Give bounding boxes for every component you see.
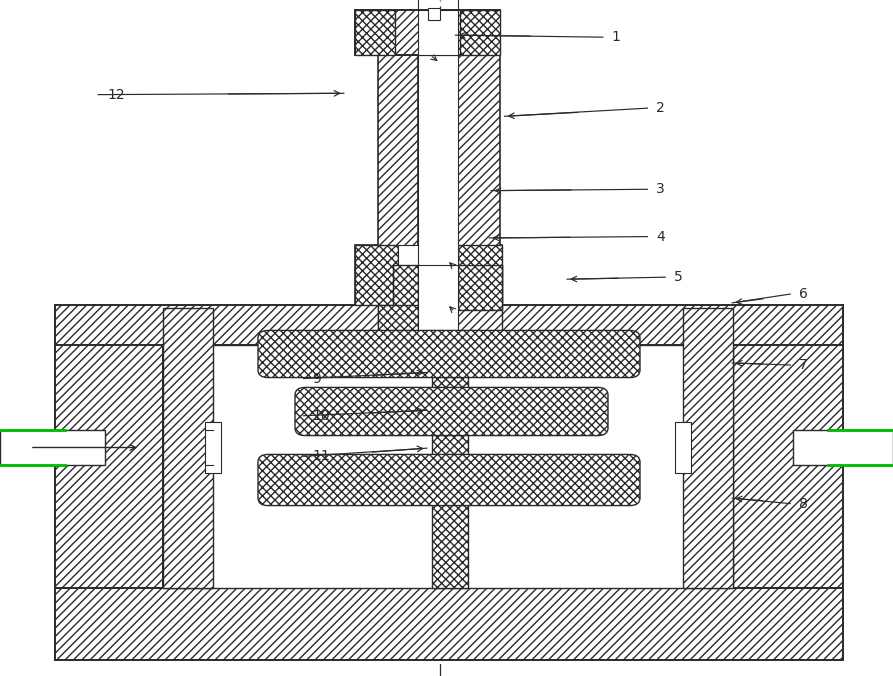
Bar — [163, 345, 733, 588]
Text: 7: 7 — [799, 358, 808, 372]
Bar — [733, 308, 843, 588]
Text: 12: 12 — [107, 88, 125, 101]
Bar — [378, 55, 418, 305]
FancyBboxPatch shape — [258, 331, 640, 378]
Bar — [432, 345, 468, 588]
Text: 9: 9 — [313, 372, 321, 385]
Bar — [458, 55, 500, 305]
Text: 1: 1 — [612, 30, 621, 44]
Text: 10: 10 — [313, 409, 330, 422]
Bar — [163, 308, 213, 588]
Bar — [355, 10, 500, 55]
Text: 8: 8 — [799, 497, 808, 510]
Bar — [378, 305, 418, 345]
Bar — [55, 308, 163, 588]
Bar — [398, 245, 458, 305]
Bar — [458, 245, 502, 305]
FancyBboxPatch shape — [295, 387, 608, 435]
Bar — [378, 305, 418, 345]
Bar — [428, 8, 440, 20]
Text: 11: 11 — [313, 450, 330, 463]
Bar — [0, 430, 105, 465]
Text: 3: 3 — [656, 183, 665, 196]
Bar — [355, 10, 395, 55]
Bar — [418, 55, 458, 305]
Bar — [418, 10, 458, 55]
Bar — [205, 422, 221, 473]
Bar — [418, 265, 458, 345]
Text: 4: 4 — [656, 230, 665, 243]
Bar — [458, 265, 502, 310]
Bar — [675, 422, 691, 473]
Text: 6: 6 — [799, 287, 808, 301]
FancyBboxPatch shape — [258, 454, 640, 506]
Bar — [432, 345, 468, 588]
Bar — [55, 588, 843, 660]
Bar — [355, 245, 398, 305]
Text: 2: 2 — [656, 101, 665, 115]
Bar — [460, 10, 500, 55]
Bar — [393, 265, 502, 345]
Bar — [793, 430, 893, 465]
Bar — [683, 308, 733, 588]
Bar — [355, 245, 502, 305]
Bar — [393, 265, 418, 310]
Bar — [55, 305, 843, 345]
Text: 5: 5 — [674, 270, 683, 284]
